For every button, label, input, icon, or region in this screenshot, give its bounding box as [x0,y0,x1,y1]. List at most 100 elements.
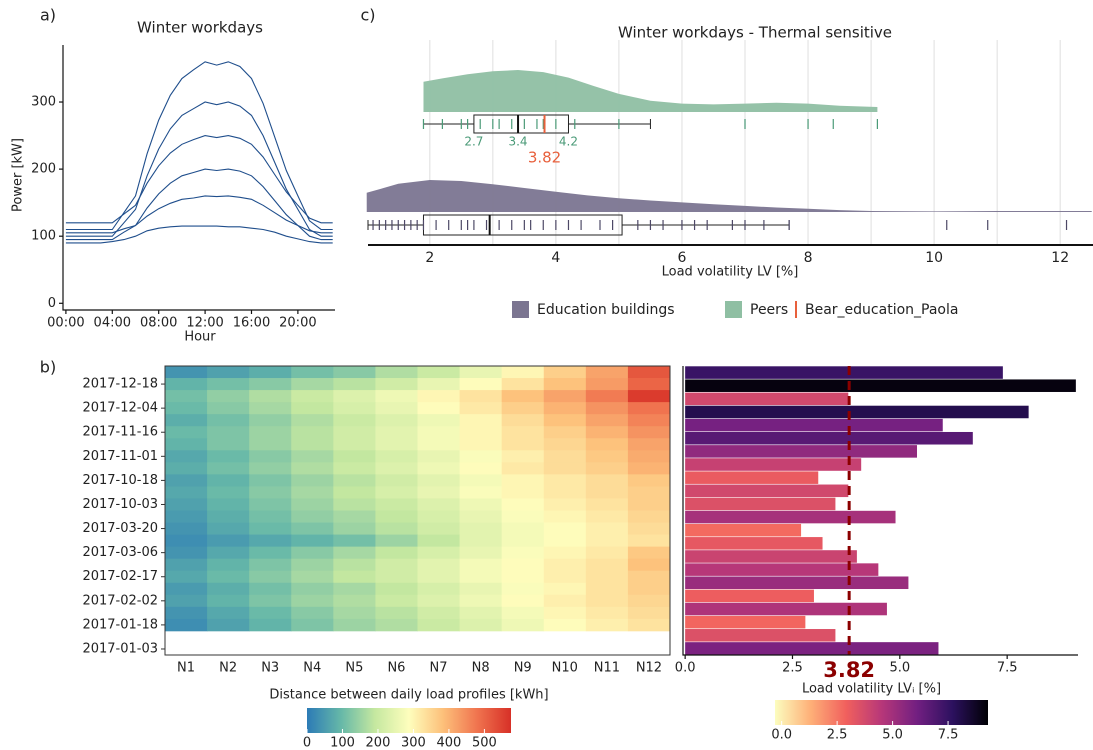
heatmap-cell [585,450,629,463]
heatmap-cell [417,402,460,415]
bar [685,615,806,629]
x-tick-label: N9 [514,661,532,676]
heatmap-cell [543,498,587,511]
x-tick-label: 0.0 [675,661,696,676]
bar [685,563,879,576]
heatmap-cell [375,390,418,403]
heatmap-cell [333,606,376,620]
x-tick-label: 2 [425,250,434,266]
heatmap-cell [627,474,671,487]
series-line [65,135,333,224]
heatmap-cell [627,390,671,403]
heatmap-cell [585,462,629,475]
y-tick-label: 2017-01-18 [82,617,158,632]
x-tick-label: 16:00 [233,316,270,331]
heatmap-cell [459,570,503,584]
heatmap-cell [333,510,376,523]
heatmap-cell [417,510,460,523]
y-tick-label: 0 [48,296,56,311]
heatmap-cell [375,498,418,511]
heatmap-cell [375,426,418,439]
heatmap-cell [585,438,629,451]
heatmap-cell [249,426,292,439]
heatmap-cell [291,438,334,451]
panel-label: c) [360,6,375,25]
heatmap-cell [249,402,292,415]
heatmap-cell [501,570,545,584]
heatmap-cell [333,402,376,415]
heatmap-cell [417,606,460,620]
bar [685,458,862,471]
heatmap-cell [585,390,629,403]
legend-swatch [512,301,529,318]
bar [685,497,836,511]
bar [685,405,1029,419]
heatmap-cell [627,522,671,535]
heatmap-cell [501,498,545,511]
quartile-label: 4.2 [559,135,578,149]
heatmap-cell [459,450,503,463]
heatmap-cell [459,462,503,475]
heatmap-cell [585,414,629,427]
bar [685,629,836,642]
bar [685,445,917,458]
heatmap-cell [165,414,208,427]
heatmap-cell [543,426,587,439]
heatmap-cell [375,438,418,451]
heatmap-cell [207,366,250,379]
y-tick-label: 2017-11-01 [82,449,158,464]
heatmap-cell [459,510,503,523]
y-tick-label: 2017-12-18 [82,377,158,392]
heatmap-cell [207,498,250,511]
heatmap-cell [627,570,671,584]
heatmap-cell [333,618,376,632]
heatmap-cell [459,474,503,487]
heatmap-cell [417,474,460,487]
heatmap-cell [291,378,334,391]
heatmap-cell [459,594,503,608]
heatmap-cell [249,534,292,548]
x-tick-label: 7.5 [997,661,1018,676]
heatmap-cell [627,486,671,499]
heatmap-cell [459,366,503,379]
heatmap-cell [249,486,292,499]
heatmap-cell [543,618,587,632]
heatmap-cell [333,450,376,463]
heatmap-cell [501,414,545,427]
heatmap-cell [459,546,503,560]
heatmap-cell [417,570,460,584]
heatmap-cell [249,462,292,475]
heatmap-cell [375,570,418,584]
heatmap-cell [585,366,629,379]
series-line [65,168,333,241]
heatmap-cell [417,426,460,439]
heatmap-cell [249,510,292,523]
heatmap-cell [459,498,503,511]
x-tick-label: N6 [387,661,405,676]
colorbar-tick-label: 100 [330,736,355,750]
x-tick-label: 12 [1051,250,1069,266]
y-tick-label: 2017-02-17 [82,569,158,584]
heatmap-cell [165,558,208,572]
heatmap-cell [291,522,334,535]
plot-border [164,365,671,656]
heatmap-cell [291,462,334,475]
heatmap-cell [627,450,671,463]
heatmap-cell [375,450,418,463]
heatmap-cell [291,486,334,499]
heatmap-cell [375,366,418,379]
heatmap-cell [585,546,629,560]
heatmap-cell [207,438,250,451]
heatmap-cell [333,414,376,427]
heatmap-cell [585,558,629,572]
heatmap-cell [291,402,334,415]
heatmap-cell [333,570,376,584]
heatmap-cell [459,402,503,415]
x-tick-label: 04:00 [94,316,131,331]
heatmap-cell [501,510,545,523]
heatmap-cell [291,510,334,523]
heatmap-cell [333,546,376,560]
heatmap-cell [585,594,629,608]
heatmap-cell [207,390,250,403]
